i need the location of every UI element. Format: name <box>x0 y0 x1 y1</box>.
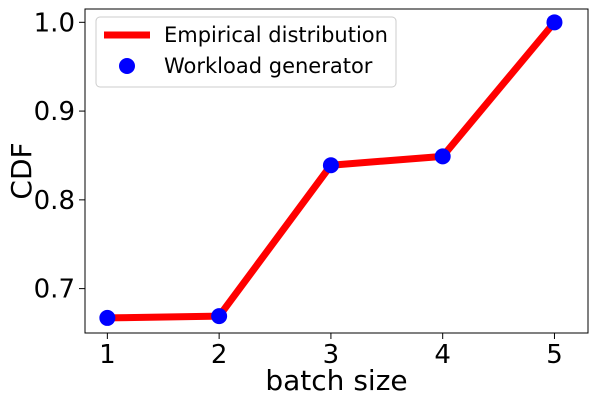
workload-generator-point <box>434 148 451 165</box>
x-tick-label: 2 <box>211 340 228 370</box>
y-axis-ticks: 0.7 0.8 0.9 1.0 <box>34 8 85 305</box>
series-layer <box>99 14 563 326</box>
legend: Empirical distribution Workload generato… <box>95 16 397 88</box>
y-tick-label: 0.7 <box>34 275 75 305</box>
y-tick-label: 1.0 <box>34 8 75 38</box>
x-tick-label: 3 <box>323 340 340 370</box>
plot-border <box>84 8 589 334</box>
legend-entry-empirical: Empirical distribution <box>164 23 388 47</box>
workload-generator-point <box>99 309 116 326</box>
workload-generator-point <box>546 14 563 31</box>
legend-box <box>95 16 397 88</box>
x-tick-label: 4 <box>434 340 451 370</box>
plot-frame <box>84 8 589 334</box>
legend-entry-generator: Workload generator <box>164 54 373 78</box>
workload-generator-point <box>322 157 339 174</box>
x-axis-label: batch size <box>265 364 407 397</box>
x-axis-ticks: 1 2 3 4 5 <box>99 333 563 370</box>
y-axis-label: CDF <box>5 142 38 199</box>
legend-marker-swatch <box>119 58 135 74</box>
x-tick-label: 5 <box>546 340 563 370</box>
workload-generator-point <box>211 308 228 325</box>
y-tick-label: 0.9 <box>34 97 75 127</box>
x-tick-label: 1 <box>99 340 116 370</box>
y-tick-label: 0.8 <box>34 186 75 216</box>
